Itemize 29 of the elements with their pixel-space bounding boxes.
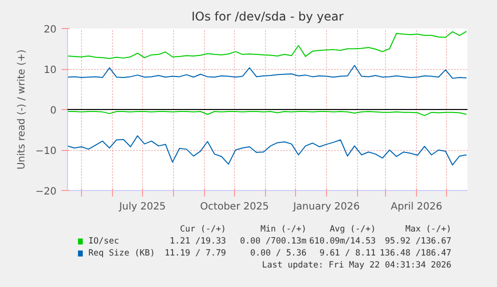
text: Min (-/+) [260,224,307,234]
y-tick-label: 20 [44,24,57,36]
text: Cur (-/+) [180,224,226,234]
y-tick-label: −10 [35,146,57,157]
legend-label: IO/sec [88,236,120,246]
x-tick-label: April 2026 [390,202,442,212]
y-tick-label: 0 [50,106,57,116]
y-tick-label: −20 [35,186,57,198]
line-series [68,64,467,79]
chart-title: IOs for /dev/sda - by year [191,10,344,24]
text: 95.92 /136.67 [384,236,452,246]
x-tick-label: July 2025 [118,202,166,212]
y-axis-title: Units read (-) / write (+) [16,49,28,170]
y-tick-label: 10 [44,65,57,76]
text: Max (-/+) [405,224,452,234]
line-series [68,30,467,59]
text: Last update: Fri May 22 04:31:34 2026 [262,260,452,270]
line-series [68,135,467,166]
x-tick-label: January 2026 [292,202,360,212]
text: 9.61 / 8.11 [319,248,376,258]
legend-label: Req Size (KB) [88,248,155,258]
text: 11.19 / 7.79 [164,248,226,258]
x-tick-label: October 2025 [200,202,269,212]
text: 0.00 /700.13m [240,236,307,246]
text: 610.09m/14.53 [309,236,376,246]
text: 0.00 / 5.36 [250,248,307,258]
text: Avg (-/+) [330,224,376,234]
text: 1.21 /19.33 [170,236,226,246]
text: 136.48 /186.47 [380,248,452,258]
